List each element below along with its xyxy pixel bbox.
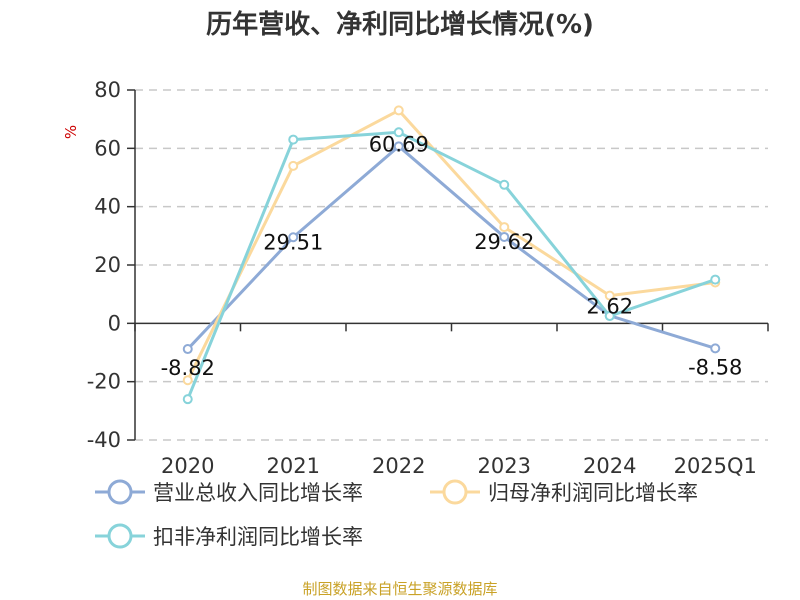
y-tick-label: -40 [87, 428, 121, 452]
data-point[interactable] [499, 179, 510, 190]
x-tick-label: 2024 [583, 454, 636, 478]
legend-item-3[interactable]: 扣非净利润同比增长率 [95, 523, 363, 549]
legend-item-2[interactable]: 归母净利润同比增长率 [430, 479, 698, 505]
legend-label: 扣非净利润同比增长率 [153, 525, 363, 549]
series-line-2 [186, 108, 716, 381]
series-line-3 [186, 130, 716, 400]
x-tick-label: 2023 [478, 454, 531, 478]
y-tick-label: -20 [87, 370, 121, 394]
data-label: 29.51 [263, 230, 323, 254]
data-point[interactable] [710, 343, 721, 354]
data-point[interactable] [604, 311, 615, 322]
y-tick-label: 80 [94, 78, 121, 102]
data-point[interactable] [393, 141, 404, 152]
source-note: 制图数据来自恒生聚源数据库 [302, 580, 498, 598]
data-point[interactable] [393, 105, 404, 116]
data-label: 29.62 [474, 230, 534, 254]
data-point[interactable] [288, 134, 299, 145]
x-tick-label: 2022 [372, 454, 425, 478]
x-tick-label: 2025Q1 [674, 454, 757, 478]
x-tick-label: 2020 [161, 454, 214, 478]
legend-item-1[interactable]: 营业总收入同比增长率 [95, 479, 363, 505]
data-point[interactable] [499, 231, 510, 242]
grid-lines [135, 89, 768, 441]
legend-label: 归母净利润同比增长率 [488, 481, 698, 505]
data-point[interactable] [604, 290, 615, 301]
data-label: 60.69 [369, 132, 429, 156]
y-tick-label: 40 [94, 195, 121, 219]
y-tick-label: 60 [94, 136, 121, 160]
y-axis-unit-label: % [62, 125, 80, 139]
legend-marker [107, 479, 133, 505]
axes: -40 -20 0 20 40 60 80 2020 2021 2022 2023 2024 2025Q… [87, 78, 769, 478]
chart-title: 历年营收、净利同比增长情况(%) [206, 10, 594, 40]
data-label: -8.82 [161, 356, 215, 380]
y-tick-label: 20 [94, 253, 121, 277]
legend-label: 营业总收入同比增长率 [153, 481, 363, 505]
data-point[interactable] [710, 274, 721, 285]
data-point[interactable] [288, 232, 299, 243]
legend-marker [442, 479, 468, 505]
data-labels: -8.82 29.51 60.69 29.62 2.62 -8.58 [161, 132, 743, 380]
data-point[interactable] [182, 344, 193, 355]
legend-marker [107, 523, 133, 549]
series-lines [182, 105, 721, 405]
data-point[interactable] [182, 375, 193, 386]
data-point[interactable] [393, 127, 404, 138]
x-tick-label: 2021 [267, 454, 320, 478]
data-point[interactable] [288, 160, 299, 171]
data-label: -8.58 [688, 355, 742, 379]
y-tick-label: 0 [108, 311, 121, 335]
data-point[interactable] [499, 222, 510, 233]
data-label: 2.62 [586, 295, 633, 319]
series-line-1 [186, 144, 716, 351]
data-point[interactable] [182, 394, 193, 405]
